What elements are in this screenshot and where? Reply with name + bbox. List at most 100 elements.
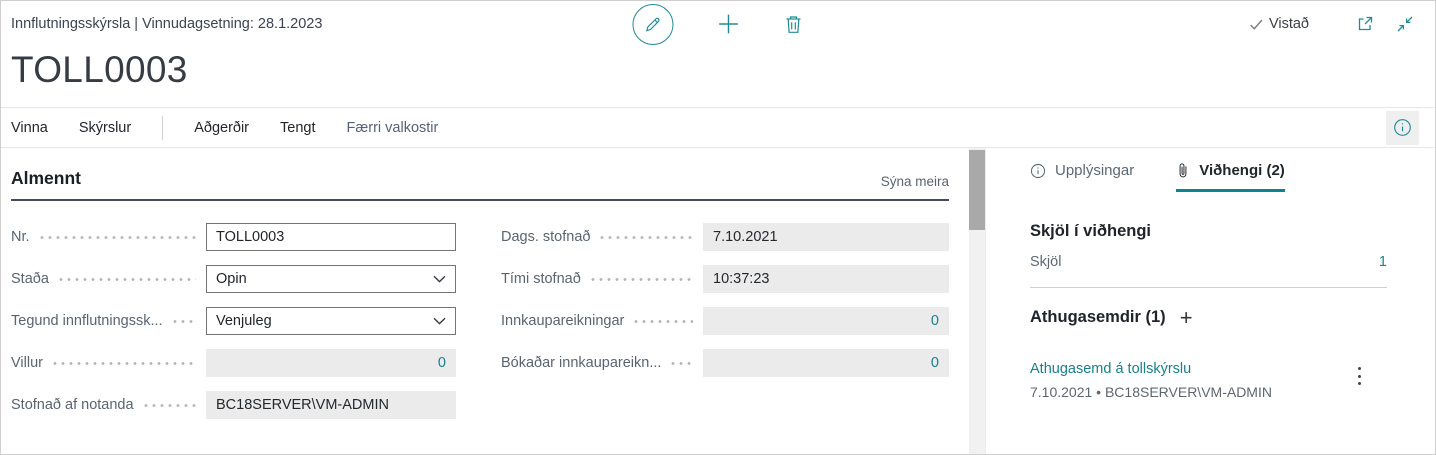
field-row-stada: Staða Opin [11,265,456,293]
dotted-leader [37,235,196,239]
top-bar: Innflutningsskýrsla | Vinnudagsetning: 2… [1,1,1435,47]
field-label: Staða [11,271,49,287]
plus-icon [718,13,740,35]
note-more-menu-button[interactable] [1356,363,1363,389]
menu-item-more-options[interactable]: Færri valkostir [346,119,439,136]
ellipsis-dot [1358,381,1361,385]
vertical-scrollbar-track[interactable] [969,148,985,454]
tab-vidhengi[interactable]: Viðhengi (2) [1176,162,1285,192]
field-label: Dags. stofnað [501,229,591,245]
field-row-nr: Nr. TOLL0003 [11,223,456,251]
field-label: Tegund innflutningssk... [11,313,163,329]
edit-button[interactable] [632,3,674,45]
page-caption: Innflutningsskýrsla | Vinnudagsetning: 2… [11,16,323,32]
field-row-villur: Villur 0 [11,349,456,377]
tegund-select[interactable]: Venjuleg [206,307,456,335]
trash-icon [784,14,804,35]
field-row-timi-stofnad: Tími stofnað 10:37:23 [501,265,949,293]
bokadar-innkaupareikn-field: 0 [703,349,949,377]
dotted-leader [669,361,693,365]
menu-divider [162,115,164,140]
ellipsis-dot [1358,374,1361,378]
field-label: Stofnað af notanda [11,397,134,413]
field-value: TOLL0003 [216,229,285,245]
attachments-row-label: Skjöl [1030,254,1062,270]
dotted-leader [598,235,693,239]
factbox-divider [1030,287,1387,288]
delete-button[interactable] [784,14,804,35]
note-item: Athugasemd á tollskýrslu 7.10.2021 • BC1… [1030,361,1387,400]
collapse-icon [1395,14,1415,34]
field-label: Villur [11,355,43,371]
general-section-title: Almennt [11,168,81,188]
tab-label: Viðhengi (2) [1199,162,1285,179]
stofnad-af-notanda-field: BC18SERVER\VM-ADMIN [206,391,456,419]
field-label: Nr. [11,229,30,245]
show-more-link[interactable]: Sýna meira [880,174,949,189]
menu-item-skyrslur[interactable]: Skýrslur [78,119,132,136]
dotted-leader [56,277,196,281]
paperclip-icon [1176,162,1190,179]
new-button[interactable] [718,13,740,35]
toggle-factbox-button[interactable] [1386,110,1419,145]
innkaupareikningar-field: 0 [703,307,949,335]
dotted-leader [50,361,196,365]
note-link[interactable]: Athugasemd á tollskýrslu [1030,361,1192,377]
factbox-pane: Upplýsingar Viðhengi (2) Skjöl í viðheng… [985,148,1435,454]
record-title: TOLL0003 [11,49,188,90]
content-area: Almennt Sýna meira Nr. TOLL0003 Staða [1,148,1435,454]
chevron-down-icon [433,275,446,283]
record-actions [632,1,804,47]
general-section-header: Almennt Sýna meira [11,148,949,201]
dotted-leader [588,277,693,281]
chevron-down-icon [433,317,446,325]
field-row-stofnad-af: Stofnað af notanda BC18SERVER\VM-ADMIN [11,391,456,419]
attachments-row: Skjöl 1 [1030,254,1387,270]
field-value: BC18SERVER\VM-ADMIN [216,397,389,413]
field-value: 7.10.2021 [713,229,778,245]
form-column-left: Nr. TOLL0003 Staða Opin [11,223,456,433]
field-label: Bókaðar innkaupareikn... [501,355,662,371]
general-fasttab: Almennt Sýna meira Nr. TOLL0003 Staða [1,148,969,454]
villur-field: 0 [206,349,456,377]
popout-icon [1355,14,1375,34]
title-row: TOLL0003 [1,47,1435,107]
nr-input[interactable]: TOLL0003 [206,223,456,251]
check-icon [1248,16,1265,33]
menu-item-adgerdir[interactable]: Aðgerðir [194,119,250,136]
note-meta: 7.10.2021 • BC18SERVER\VM-ADMIN [1030,384,1272,400]
timi-stofnad-field: 10:37:23 [703,265,949,293]
save-status-label: Vistað [1268,16,1309,32]
pencil-icon [644,15,663,34]
bokadar-drilldown[interactable]: 0 [930,355,939,371]
form-column-right: Dags. stofnað 7.10.2021 Tími stofnað 10:… [501,223,949,433]
villur-drilldown[interactable]: 0 [437,355,446,371]
field-value: 10:37:23 [713,271,770,287]
innkaupareikningar-drilldown[interactable]: 0 [930,313,939,329]
open-in-new-window-button[interactable] [1355,14,1375,34]
collapse-button[interactable] [1395,14,1415,34]
stada-select[interactable]: Opin [206,265,456,293]
tab-upplysingar[interactable]: Upplýsingar [1030,162,1134,192]
general-form: Nr. TOLL0003 Staða Opin [11,223,949,433]
dags-stofnad-field: 7.10.2021 [703,223,949,251]
field-label: Innkaupareikningar [501,313,625,329]
dotted-leader [170,319,196,323]
vertical-scrollbar-thumb[interactable] [969,150,985,230]
add-note-button[interactable]: + [1179,304,1193,330]
attachments-count-link[interactable]: 1 [1378,254,1387,270]
field-row-bokadar: Bókaðar innkaupareikn... 0 [501,349,949,377]
field-row-innkaupareikningar: Innkaupareikningar 0 [501,307,949,335]
menu-item-vinna[interactable]: Vinna [11,119,48,136]
field-value: Opin [216,271,247,287]
factbox-tabs: Upplýsingar Viðhengi (2) [1030,162,1387,192]
dotted-leader [632,319,693,323]
info-circle-icon [1030,163,1046,179]
command-bar: Vinna Skýrslur Aðgerðir Tengt Færri valk… [1,107,1435,148]
notes-header: Athugasemdir (1) + [1030,304,1387,330]
menu-item-tengt[interactable]: Tengt [280,119,316,136]
field-value: Venjuleg [216,313,272,329]
attachments-title: Skjöl í viðhengi [1030,222,1152,240]
dotted-leader [141,403,196,407]
